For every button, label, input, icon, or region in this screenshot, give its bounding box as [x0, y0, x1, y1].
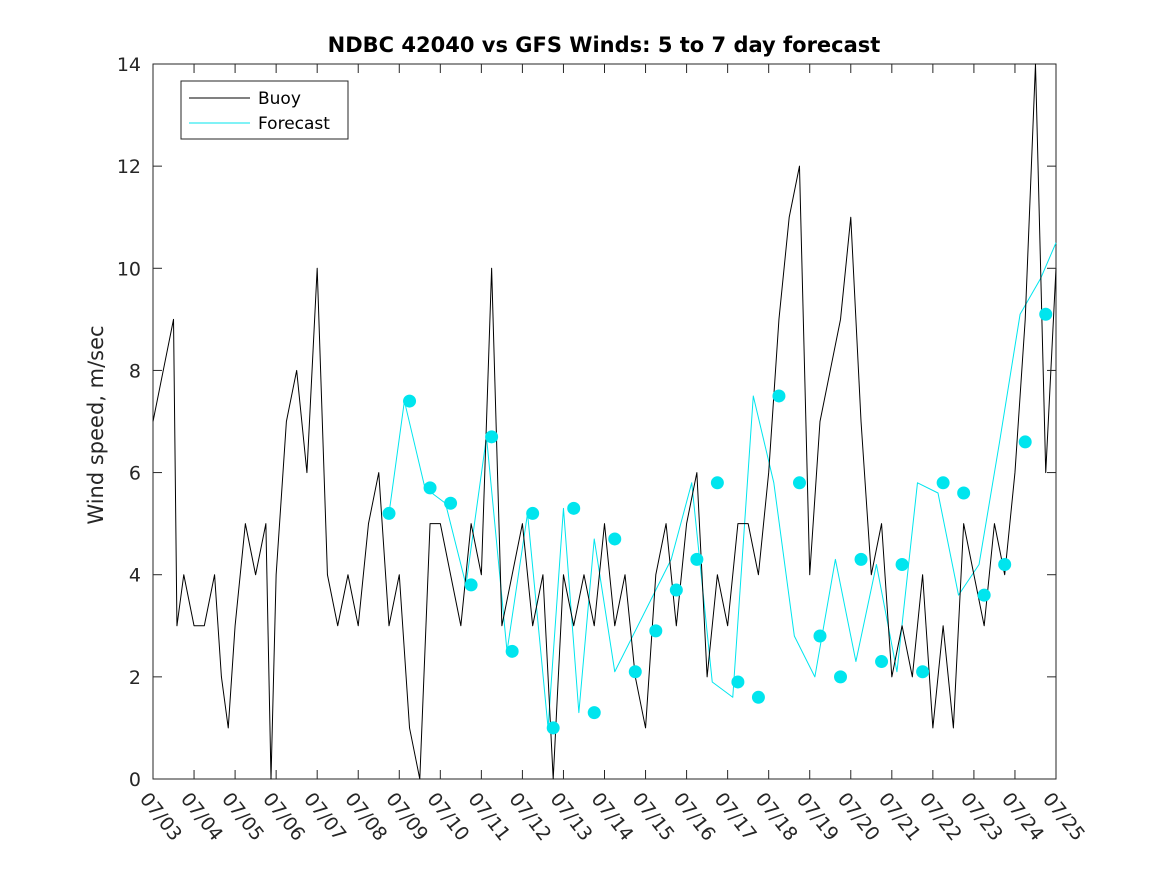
legend-label-buoy: Buoy: [258, 89, 301, 109]
forecast-marker: [403, 395, 416, 408]
forecast-marker: [383, 507, 396, 520]
chart-title: NDBC 42040 vs GFS Winds: 5 to 7 day fore…: [328, 33, 881, 57]
forecast-marker: [649, 624, 662, 637]
forecast-marker: [547, 721, 560, 734]
y-tick-label: 2: [129, 667, 141, 689]
y-tick-label: 10: [117, 258, 141, 280]
forecast-marker: [670, 584, 683, 597]
forecast-marker: [424, 481, 437, 494]
forecast-marker: [793, 476, 806, 489]
forecast-marker: [629, 665, 642, 678]
forecast-marker: [567, 502, 580, 515]
forecast-marker: [465, 578, 478, 591]
forecast-marker: [978, 589, 991, 602]
forecast-marker: [896, 558, 909, 571]
y-tick-label: 0: [129, 769, 141, 791]
forecast-marker: [526, 507, 539, 520]
forecast-marker: [444, 497, 457, 510]
forecast-marker: [957, 487, 970, 500]
forecast-marker: [834, 670, 847, 683]
y-tick-label: 12: [117, 156, 141, 178]
forecast-marker: [855, 553, 868, 566]
y-tick-label: 6: [129, 463, 141, 485]
forecast-marker: [506, 645, 519, 658]
y-tick-label: 14: [117, 54, 141, 76]
forecast-marker: [813, 630, 826, 643]
forecast-marker: [1039, 308, 1052, 321]
forecast-marker: [937, 476, 950, 489]
forecast-marker: [875, 655, 888, 668]
y-tick-label: 4: [129, 565, 141, 587]
y-axis-label: Wind speed, m/sec: [84, 325, 108, 524]
plot-area: [153, 64, 1056, 779]
forecast-marker: [772, 389, 785, 402]
legend-label-forecast: Forecast: [258, 114, 330, 134]
forecast-marker: [1019, 435, 1032, 448]
forecast-marker: [998, 558, 1011, 571]
y-tick-label: 8: [129, 360, 141, 382]
wind-speed-chart: NDBC 42040 vs GFS Winds: 5 to 7 day fore…: [0, 0, 1167, 875]
forecast-marker: [608, 532, 621, 545]
forecast-marker: [752, 691, 765, 704]
forecast-marker: [711, 476, 724, 489]
forecast-marker: [731, 675, 744, 688]
forecast-marker: [916, 665, 929, 678]
legend: Buoy Forecast: [181, 81, 348, 139]
forecast-marker: [690, 553, 703, 566]
forecast-marker: [485, 430, 498, 443]
forecast-marker: [588, 706, 601, 719]
